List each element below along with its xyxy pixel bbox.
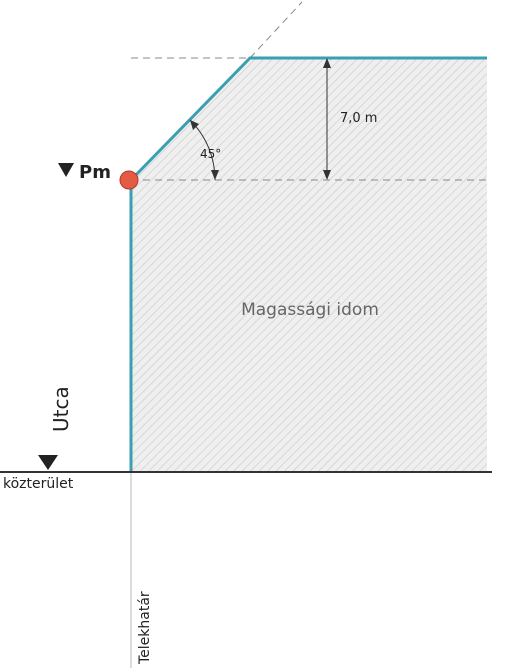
envelope [129, 56, 487, 472]
ground-triangle [38, 455, 58, 470]
area-hatch [131, 58, 487, 472]
street-label: Utca [49, 386, 73, 432]
boundary-label: Telekhatár [137, 591, 153, 665]
area-label: Magassági idom [241, 300, 379, 320]
arc-arrow2 [190, 120, 199, 130]
arrow-up [323, 58, 331, 68]
dash-diagonal [249, 1, 303, 59]
height-label: 7,0 m [340, 111, 377, 126]
arrow-down [323, 170, 331, 180]
angle-label: 45° [200, 147, 221, 161]
public-label: közterület [3, 476, 74, 492]
level-label: Pm [79, 162, 111, 183]
level-point [119, 170, 139, 190]
arc-arrow1 [211, 170, 219, 180]
level-triangle [58, 163, 74, 177]
